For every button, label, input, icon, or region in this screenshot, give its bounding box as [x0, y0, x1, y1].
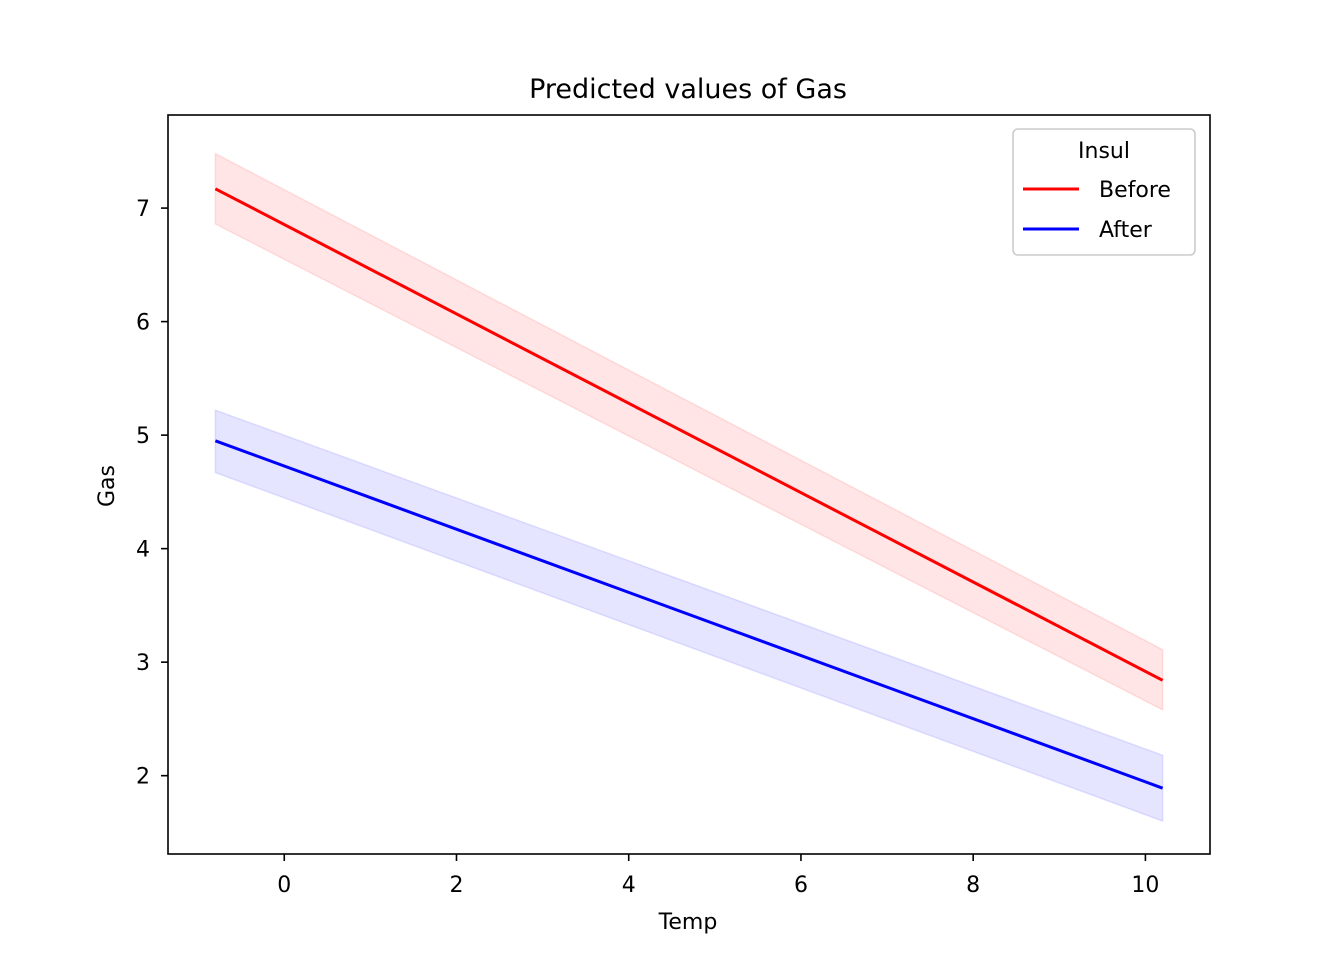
y-axis-label: Gas [95, 465, 120, 507]
chart-title: Predicted values of Gas [529, 74, 847, 105]
plot-area [167, 114, 1211, 855]
ci-band-before [214, 152, 1164, 712]
x-axis: 0 2 4 6 8 10 [277, 854, 1159, 898]
series-lines [214, 187, 1164, 790]
legend-title: Insul [1078, 139, 1130, 164]
legend-label-after: After [1099, 218, 1153, 243]
y-axis: 2 3 4 5 6 7 [136, 197, 168, 790]
x-axis-label: Temp [658, 910, 718, 935]
y-tick-label: 5 [136, 424, 150, 449]
series-line-before [214, 187, 1164, 682]
legend-label-before: Before [1099, 178, 1171, 203]
y-tick-label: 4 [136, 538, 150, 563]
plot-frame [167, 114, 1211, 855]
y-tick-label: 2 [136, 765, 150, 790]
x-tick-label: 8 [966, 873, 980, 898]
y-tick-label: 6 [136, 311, 150, 336]
x-tick-label: 10 [1131, 873, 1159, 898]
x-tick-label: 6 [794, 873, 808, 898]
series-line-after [214, 439, 1164, 790]
x-tick-label: 4 [622, 873, 636, 898]
x-tick-label: 0 [277, 873, 291, 898]
legend-box [1012, 128, 1196, 256]
legend: Insul Before After [1012, 128, 1196, 256]
y-tick-label: 3 [136, 651, 150, 676]
x-tick-label: 2 [449, 873, 463, 898]
y-tick-label: 7 [136, 197, 150, 222]
